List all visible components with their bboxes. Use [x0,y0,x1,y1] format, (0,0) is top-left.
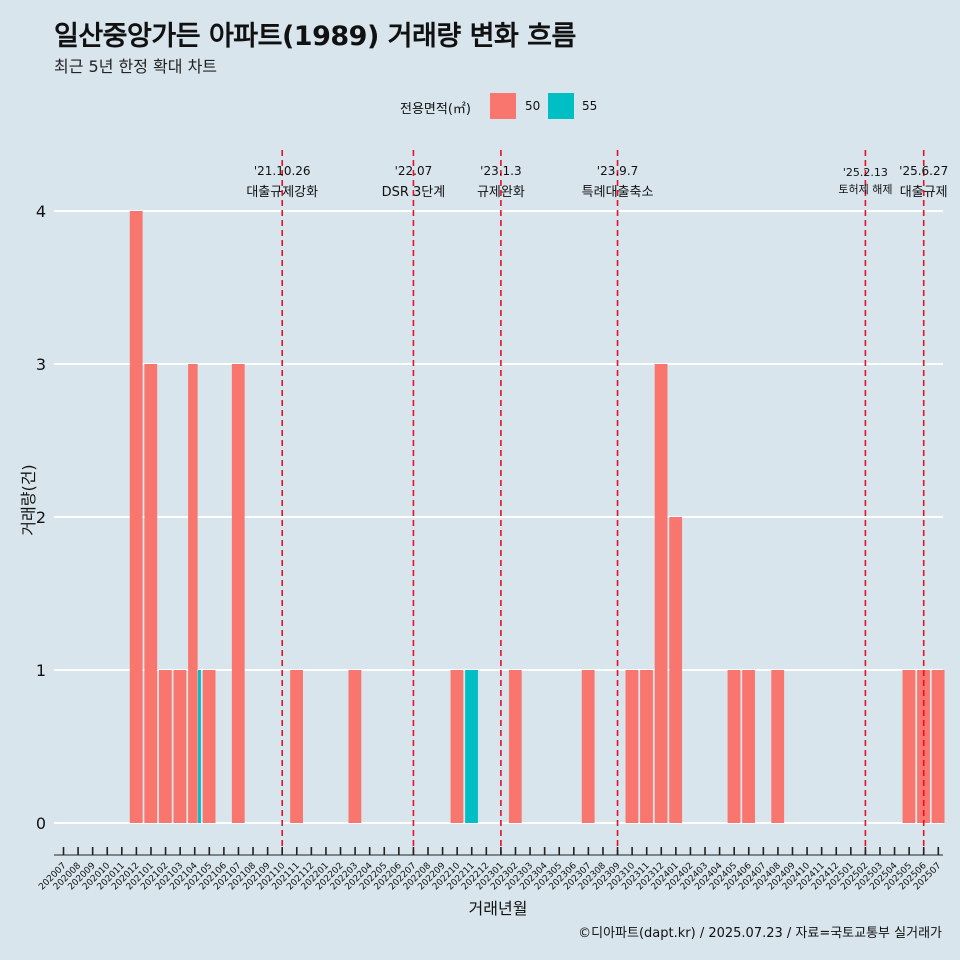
chart-title: 일산중앙가든 아파트(1989) 거래량 변화 흐름 [54,21,576,52]
bar-50-202401 [669,517,683,823]
bar-50-202102 [158,670,172,823]
event-label: 특례대출축소 [582,185,654,200]
bar-55-202104 [198,670,201,823]
x-axis-label: 거래년월 [469,899,528,918]
bar-50-202311 [640,670,653,823]
legend-key-50 [490,93,516,119]
chart-subtitle: 최근 5년 한정 확대 차트 [54,57,218,76]
event-label: 토허제 해제 [838,182,892,196]
bar-50-202104 [188,364,198,823]
bar-50-202103 [173,670,187,823]
bar-50-202107 [231,364,245,823]
bar-50-202405 [727,670,741,823]
legend-label-50: 50 [525,99,541,113]
event-date: '23.1.3 [480,164,521,178]
event-date: '21.10.26 [254,164,311,178]
y-tick-label: 0 [36,814,46,833]
event-lines [281,150,925,855]
gridlines [54,210,943,824]
event-label: DSR 3단계 [382,185,446,200]
legend-key-55 [548,93,574,119]
y-tick-label: 4 [36,202,46,221]
legend: 전용면적(㎡) 50 55 [0,92,960,122]
y-axis-label: 거래량(건) [19,464,38,535]
bar-50-202105 [202,670,216,823]
event-date: '25.6.27 [899,164,948,178]
event-date: '22.07 [395,164,433,178]
event-date: '25.2.13 [843,166,888,179]
footer-source: ©디아파트(dapt.kr) / 2025.07.23 / 자료=국토교통부 실… [578,926,942,941]
legend-label-55: 55 [582,99,598,113]
y-tick-label: 2 [36,508,46,527]
bar-50-202312 [654,364,668,823]
bar-50-202203 [348,670,362,823]
bar-50-202310 [625,670,639,823]
bar-55-202211 [465,670,478,823]
bar-50-202101 [144,364,158,823]
bar-50-202406 [742,670,755,823]
y-tick-label: 1 [36,661,46,680]
event-date: '23.9.7 [597,164,638,178]
bar-50-202506 [917,670,930,823]
event-label: 대출규제강화 [246,185,318,200]
bar-50-202307 [581,670,595,823]
bar-50-202408 [771,670,785,823]
legend-title: 전용면적(㎡) [400,102,471,117]
bar-50-202012 [129,211,143,823]
axes: 0123420200720200820200920201020201120201… [36,202,944,892]
bar-50-202507 [931,670,945,823]
bar-50-202302 [508,670,522,823]
event-label: 규제완화 [477,185,525,200]
bar-50-202111 [290,670,303,823]
bar-50-202210 [450,670,464,823]
bars [129,211,945,823]
event-annotations: '21.10.26 대출규제강화 '22.07 DSR 3단계 '23.1.3 규제완화 '… [246,164,948,200]
bar-50-202505 [902,670,916,823]
event-label: 대출규제 [900,185,948,200]
y-tick-label: 3 [36,355,46,374]
